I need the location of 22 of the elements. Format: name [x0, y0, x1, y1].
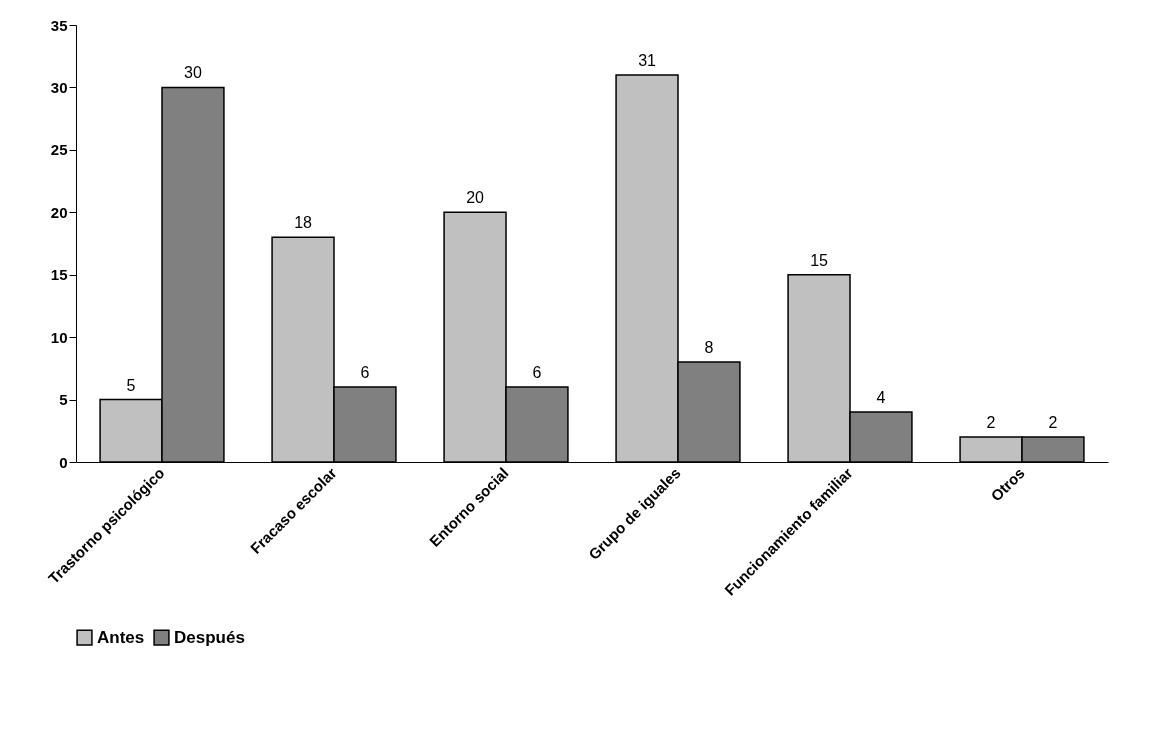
y-tick-label: 25	[50, 141, 68, 159]
y-tick-label: 20	[50, 203, 68, 221]
legend-label: Antes	[97, 627, 145, 647]
y-tick-label: 10	[50, 328, 68, 346]
y-tick-label: 35	[50, 16, 68, 34]
y-tick-label: 5	[59, 391, 68, 409]
data-label: 4	[876, 389, 886, 407]
data-label: 20	[466, 189, 485, 207]
data-label: 6	[360, 364, 370, 382]
data-label: 2	[986, 414, 996, 432]
y-tick-label: 0	[59, 453, 68, 471]
legend-label: Después	[174, 627, 245, 647]
data-label: 15	[810, 251, 829, 269]
y-tick-label: 15	[50, 266, 68, 284]
data-label: 30	[184, 64, 202, 82]
data-label: 2	[1048, 414, 1058, 432]
data-label: 6	[532, 364, 542, 382]
data-label: 8	[704, 339, 714, 357]
data-label: 18	[294, 214, 313, 232]
data-label: 5	[126, 376, 136, 394]
y-tick-label: 30	[50, 78, 68, 96]
data-label: 31	[638, 51, 657, 69]
